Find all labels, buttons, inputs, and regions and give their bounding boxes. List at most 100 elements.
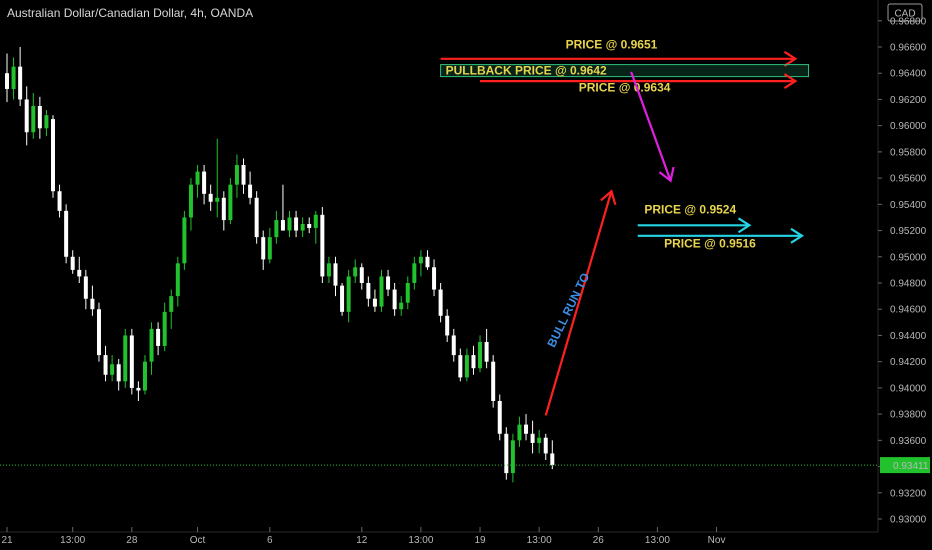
candle-down [451,335,456,356]
candle-down [432,267,437,290]
arrow-head [790,227,805,244]
candle-down [129,335,134,388]
trend-arrow-line [544,190,613,416]
candle-down [208,193,213,202]
candle-down [24,99,29,133]
price-tick-label: 0.93800 [890,410,927,421]
candle-up [228,184,233,221]
candle-down [392,289,397,310]
trend-arrow-line [630,71,672,182]
candle-down [386,276,391,290]
price-tick-label: 0.96400 [890,69,927,80]
candle-down [50,119,55,192]
time-axis[interactable]: 21 13:00 28 Oct 6 12 13:00 19 13:00 26 13:00 Nov [0,527,878,546]
price-tick-label: 0.95600 [890,174,927,185]
last-price-marker: 0.93411 [0,457,930,474]
price-level-label: PRICE @ 0.9651 [566,37,658,51]
price-tick-label: 0.96600 [890,43,927,54]
candle-down [280,220,285,231]
candle-down [497,401,502,434]
price-tick-label: 0.93000 [890,515,927,526]
candle-up [300,224,305,231]
candle-down [445,315,450,336]
time-tick-label: 26 [593,535,605,546]
candle-up [510,440,515,474]
candle-up [287,217,292,231]
price-level-label: PRICE @ 0.9524 [644,203,736,217]
time-tick-label: 13:00 [527,535,552,546]
price-level-label: PRICE @ 0.9634 [579,81,671,95]
arrow-head [600,189,617,205]
candle-down [458,355,463,378]
candle-up [418,256,423,264]
candle-up [346,276,351,312]
time-tick-label: 12 [356,535,368,546]
candle-up [175,263,180,297]
candle-down [70,256,75,270]
price-tick-label: 0.94600 [890,305,927,316]
candle-up [44,115,49,129]
candle-down [57,191,62,211]
price-tick-label: 0.93600 [890,436,927,447]
candle-up [353,267,358,277]
candle-down [530,433,535,443]
candle-up [399,302,404,310]
candle-up [31,106,36,133]
price-tick-label: 0.95200 [890,226,927,237]
price-level-label: PRICE @ 0.9516 [664,237,756,251]
candle-up [412,263,417,283]
candle-down [136,387,141,391]
candle-down [294,217,299,231]
candle-down [221,197,226,221]
candle-down [254,197,259,238]
candle-up [379,276,384,307]
candle-up [517,424,522,441]
price-tick-label: 0.93200 [890,488,927,499]
price-tick-label: 0.96200 [890,95,927,106]
candle-down [550,453,555,466]
pullback-zone-label: PULLBACK PRICE @ 0.9642 [446,64,607,78]
candle-down [372,298,377,307]
candle-down [248,184,253,198]
candle-down [491,361,496,401]
arrow-head [783,50,798,67]
candle-down [320,214,325,277]
candle-down [359,267,364,283]
candle-down [543,437,548,454]
candle-down [340,285,345,312]
price-tick-label: 0.94000 [890,383,927,394]
candle-down [103,355,108,375]
candle-up [478,342,483,369]
price-tick-label: 0.95000 [890,252,927,263]
candle-down [438,289,443,316]
candle-up [142,361,147,391]
time-tick-label: 13:00 [645,535,670,546]
candle-up [267,237,272,260]
currency-badge [887,3,923,22]
candle-up [313,214,318,228]
pullback-zone-box [440,64,810,78]
price-tick-label: 0.96800 [890,16,927,27]
candle-up [195,171,200,185]
candle-down [64,210,69,257]
time-tick-label: 28 [126,535,138,546]
candle-down [18,66,23,100]
time-tick-label: 21 [1,535,13,546]
candle-up [123,335,128,382]
last-price-label: 0.93411 [893,461,929,472]
arrow-head [737,217,752,234]
time-tick-label: 13:00 [60,535,85,546]
time-tick-label: Oct [190,535,206,546]
time-tick-label: 13:00 [408,535,433,546]
candle-up [464,355,469,378]
price-tick-label: 0.95400 [890,200,927,211]
candle-down [524,424,529,434]
chart-title: Australian Dollar/Canadian Dollar, 4h, O… [7,6,254,20]
candle-up [234,165,239,185]
candle-down [83,276,88,299]
arrow-head [658,166,675,183]
candle-down [366,283,371,299]
